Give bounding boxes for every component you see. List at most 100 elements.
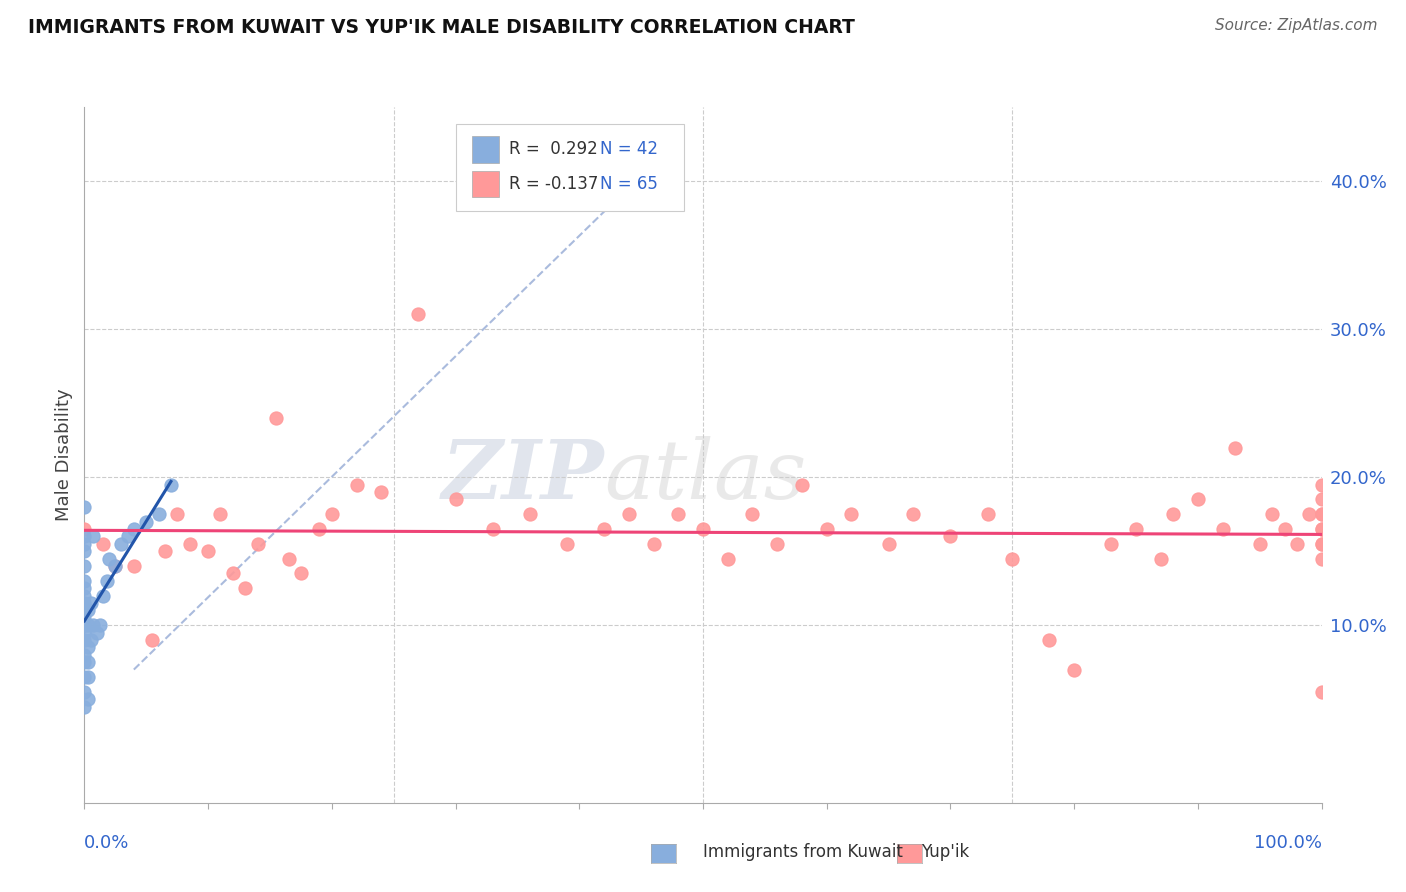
Point bbox=[346, 477, 368, 491]
Text: ZIP: ZIP bbox=[441, 436, 605, 516]
Point bbox=[86, 625, 108, 640]
Point bbox=[73, 603, 96, 617]
Point bbox=[815, 522, 838, 536]
Point bbox=[77, 655, 100, 669]
Point bbox=[903, 507, 925, 521]
Point bbox=[1310, 537, 1333, 551]
Point bbox=[1310, 537, 1333, 551]
Point bbox=[73, 596, 96, 610]
Point bbox=[692, 522, 714, 536]
Point bbox=[1038, 632, 1060, 647]
Point bbox=[104, 558, 127, 573]
Text: N = 65: N = 65 bbox=[600, 175, 658, 194]
Point bbox=[153, 544, 176, 558]
Point bbox=[1161, 507, 1184, 521]
Y-axis label: Male Disability: Male Disability bbox=[55, 389, 73, 521]
Point bbox=[73, 522, 96, 536]
Point bbox=[790, 477, 813, 491]
Point bbox=[519, 507, 541, 521]
Point bbox=[766, 537, 789, 551]
Point bbox=[148, 507, 170, 521]
Point bbox=[166, 507, 188, 521]
Point bbox=[1187, 492, 1209, 507]
Point bbox=[79, 596, 101, 610]
FancyBboxPatch shape bbox=[471, 136, 499, 162]
Point bbox=[593, 522, 616, 536]
Point bbox=[135, 515, 157, 529]
Text: R =  0.292: R = 0.292 bbox=[509, 140, 598, 159]
Point bbox=[73, 618, 96, 632]
Point bbox=[1285, 537, 1308, 551]
Point bbox=[82, 529, 104, 543]
Point bbox=[481, 522, 503, 536]
Point bbox=[1310, 522, 1333, 536]
Point bbox=[104, 558, 127, 573]
Point bbox=[643, 537, 665, 551]
Text: Source: ZipAtlas.com: Source: ZipAtlas.com bbox=[1215, 18, 1378, 33]
Point bbox=[73, 581, 96, 595]
Point bbox=[976, 507, 998, 521]
Point bbox=[73, 611, 96, 625]
Point bbox=[77, 618, 100, 632]
Point bbox=[1310, 522, 1333, 536]
Point bbox=[91, 537, 114, 551]
Point bbox=[370, 484, 392, 499]
Point bbox=[939, 529, 962, 543]
Point bbox=[222, 566, 245, 581]
Point bbox=[73, 618, 96, 632]
Point bbox=[308, 522, 330, 536]
Point bbox=[1274, 522, 1296, 536]
Point bbox=[73, 544, 96, 558]
Point bbox=[73, 625, 96, 640]
Point bbox=[717, 551, 740, 566]
Point bbox=[1223, 441, 1246, 455]
Point bbox=[1261, 507, 1284, 521]
Point bbox=[89, 618, 111, 632]
Text: atlas: atlas bbox=[605, 436, 807, 516]
Point bbox=[1099, 537, 1122, 551]
Point bbox=[73, 589, 96, 603]
Point bbox=[82, 618, 104, 632]
Point bbox=[1063, 663, 1085, 677]
Point bbox=[73, 655, 96, 669]
Point bbox=[1298, 507, 1320, 521]
Point bbox=[122, 558, 145, 573]
Point bbox=[741, 507, 763, 521]
Point bbox=[841, 507, 863, 521]
Text: R = -0.137: R = -0.137 bbox=[509, 175, 598, 194]
Point bbox=[77, 670, 100, 684]
Point bbox=[246, 537, 269, 551]
Point bbox=[73, 558, 96, 573]
Point bbox=[73, 648, 96, 662]
Point bbox=[1249, 537, 1271, 551]
Point bbox=[73, 574, 96, 588]
Point bbox=[73, 685, 96, 699]
Point bbox=[77, 640, 100, 655]
Point bbox=[233, 581, 256, 595]
Point bbox=[91, 589, 114, 603]
Point bbox=[179, 537, 201, 551]
Point bbox=[197, 544, 219, 558]
Point bbox=[1310, 507, 1333, 521]
Point bbox=[209, 507, 232, 521]
Point bbox=[73, 632, 96, 647]
Point bbox=[290, 566, 312, 581]
Point bbox=[1001, 551, 1024, 566]
Point bbox=[1212, 522, 1234, 536]
Point bbox=[141, 632, 163, 647]
Point bbox=[617, 507, 640, 521]
Point bbox=[1310, 507, 1333, 521]
Text: 100.0%: 100.0% bbox=[1254, 834, 1322, 852]
Point bbox=[555, 537, 578, 551]
Point bbox=[408, 307, 430, 321]
Point bbox=[1310, 551, 1333, 566]
Point bbox=[122, 522, 145, 536]
Point bbox=[444, 492, 467, 507]
Point bbox=[73, 670, 96, 684]
Point bbox=[1310, 477, 1333, 491]
Text: IMMIGRANTS FROM KUWAIT VS YUP'IK MALE DISABILITY CORRELATION CHART: IMMIGRANTS FROM KUWAIT VS YUP'IK MALE DI… bbox=[28, 18, 855, 37]
FancyBboxPatch shape bbox=[456, 124, 685, 211]
Point bbox=[1150, 551, 1173, 566]
Point bbox=[277, 551, 299, 566]
Point bbox=[96, 574, 118, 588]
